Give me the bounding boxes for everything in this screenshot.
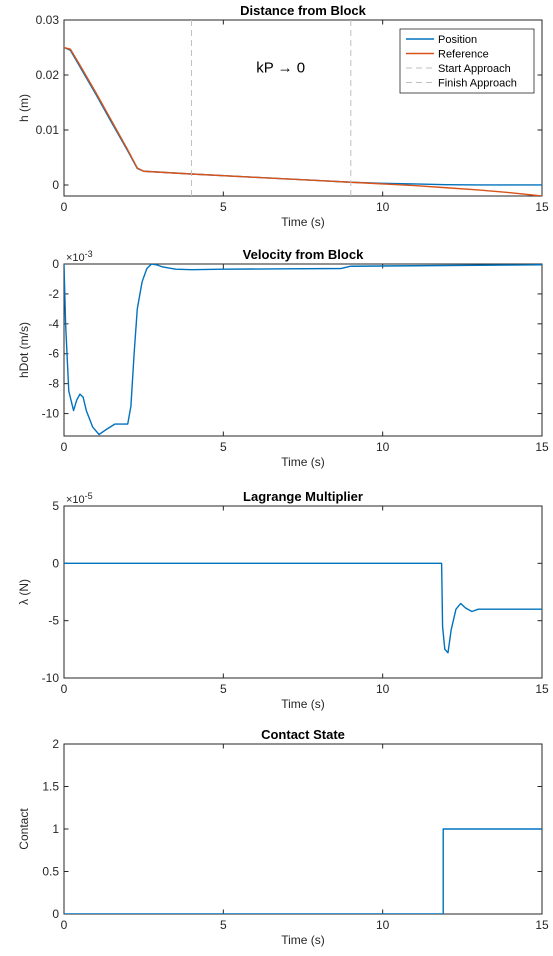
y-tick-label: 0: [52, 556, 59, 570]
x-tick-label: 10: [376, 918, 390, 932]
legend-label: Position: [438, 34, 477, 46]
y-axis-label: λ (N): [17, 579, 31, 605]
y-tick-label: -5: [48, 614, 59, 628]
y-axis-label: hDot (m/s): [17, 322, 31, 378]
y-tick-label: -4: [48, 317, 59, 331]
subplot-4: 0 5 10 15 0 0.5 1 1.5 2 Contact State Time (s) Cont…: [17, 727, 549, 947]
y-axis-label: h (m): [17, 94, 31, 122]
plot-title: Contact State: [261, 727, 345, 742]
y-axis-label: Contact: [17, 808, 31, 850]
series-line-reference: [64, 46, 542, 196]
series-layer: [64, 562, 542, 654]
y-tick-label: 0.03: [36, 13, 60, 27]
series-line-data: [64, 562, 542, 654]
plot-area: [63, 263, 543, 437]
y-tick-label: -10: [42, 671, 60, 685]
y-tick-label: 2: [52, 737, 59, 751]
x-axis-label: Time (s): [281, 215, 325, 229]
x-tick-label: 15: [535, 682, 549, 696]
x-tick-label: 5: [220, 682, 227, 696]
y-tick-label: 0.01: [36, 123, 60, 137]
exponent-base: ×10: [66, 494, 85, 506]
plot-area: [63, 505, 543, 679]
series-layer: [64, 20, 542, 196]
legend-label: Reference: [438, 49, 489, 61]
x-tick-label: 0: [61, 918, 68, 932]
y-tick-label: 0: [52, 178, 59, 192]
exponent-power: -3: [85, 249, 93, 259]
axis-exponent: ×10-5: [66, 491, 93, 506]
x-tick-label: 0: [61, 440, 68, 454]
x-tick-label: 10: [376, 200, 390, 214]
y-tick-label: -6: [48, 347, 59, 361]
legend: Position Reference Start Approach Finish Ap…: [399, 28, 535, 94]
series-layer: [64, 264, 542, 436]
series-layer: [64, 828, 542, 914]
legend-label: Start Approach: [438, 63, 511, 75]
x-tick-label: 5: [220, 918, 227, 932]
legend-box: [399, 28, 535, 94]
x-axis-label: Time (s): [281, 455, 325, 469]
subplot-2: 0 5 10 15 0 -2 -4 -6 -8 -10 Velocity from Block Tim…: [17, 247, 549, 469]
y-tick-label: 0: [52, 257, 59, 271]
y-tick-label: 0: [52, 907, 59, 921]
series-line-data: [64, 828, 542, 914]
y-tick-label: -8: [48, 377, 59, 391]
y-tick-label: -10: [42, 407, 60, 421]
exponent-power: -5: [85, 491, 93, 501]
subplot-1: 0 5 10 15 0 0.01 0.02 0.03 Distance from Block Ti…: [17, 3, 549, 229]
x-tick-label: 0: [61, 682, 68, 696]
y-tick-label: 0.5: [42, 865, 59, 879]
x-tick-label: 15: [535, 200, 549, 214]
x-axis-label: Time (s): [281, 697, 325, 711]
x-tick-label: 15: [535, 918, 549, 932]
x-tick-label: 0: [61, 200, 68, 214]
x-tick-label: 5: [220, 200, 227, 214]
y-tick-label: 0.02: [36, 68, 60, 82]
x-tick-label: 15: [535, 440, 549, 454]
legend-label: Finish Approach: [438, 78, 517, 90]
x-tick-label: 10: [376, 682, 390, 696]
x-axis-label: Time (s): [281, 933, 325, 947]
annotation-text: kP → 0: [256, 59, 305, 76]
x-tick-label: 10: [376, 440, 390, 454]
axis-exponent: ×10-3: [66, 249, 93, 264]
plot-title: Velocity from Block: [243, 247, 364, 262]
y-tick-label: 1: [52, 822, 59, 836]
y-tick-label: 5: [52, 499, 59, 513]
plot-title: Distance from Block: [240, 3, 366, 18]
series-line-data: [64, 264, 542, 436]
y-tick-label: -2: [48, 287, 59, 301]
y-tick-label: 1.5: [42, 780, 59, 794]
plot-title: Lagrange Multiplier: [243, 489, 363, 504]
subplot-3: 0 5 10 15 5 0 -5 -10 Lagrange Multiplier Time (s)…: [17, 489, 549, 711]
x-tick-label: 5: [220, 440, 227, 454]
exponent-base: ×10: [66, 252, 85, 264]
